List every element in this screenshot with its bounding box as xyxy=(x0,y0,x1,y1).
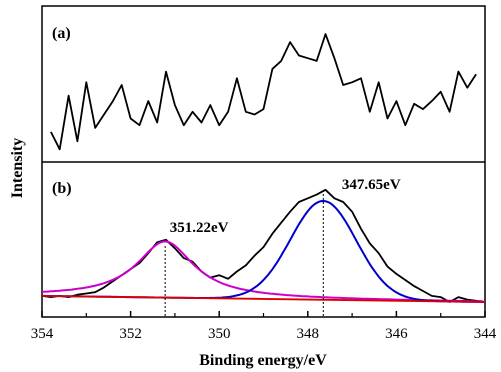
x-tick-label: 344 xyxy=(474,326,497,342)
panel-label-a: (a) xyxy=(52,25,71,42)
series-line-a xyxy=(50,33,477,151)
panel-b-series xyxy=(41,188,486,303)
x-tick-label: 350 xyxy=(208,326,231,342)
panel-a-series xyxy=(50,33,477,151)
y-axis-title: Intensity xyxy=(9,138,26,198)
x-tick-label: 348 xyxy=(297,326,320,342)
x-tick-label: 346 xyxy=(385,326,408,342)
raw-spectrum-line xyxy=(41,188,486,303)
x-axis-ticks: 354 352 350 348 346 344 xyxy=(31,311,497,342)
x-axis-title: Binding energy/eV xyxy=(199,352,327,369)
background-line xyxy=(41,295,486,303)
peak-annotation: 351.22eV xyxy=(170,220,229,236)
x-tick-label: 352 xyxy=(119,326,142,342)
peak-annotation: 347.65eV xyxy=(342,177,401,193)
x-tick-label: 354 xyxy=(31,326,54,342)
panel-label-b: (b) xyxy=(52,180,72,197)
fit-peak-351 xyxy=(41,240,483,303)
